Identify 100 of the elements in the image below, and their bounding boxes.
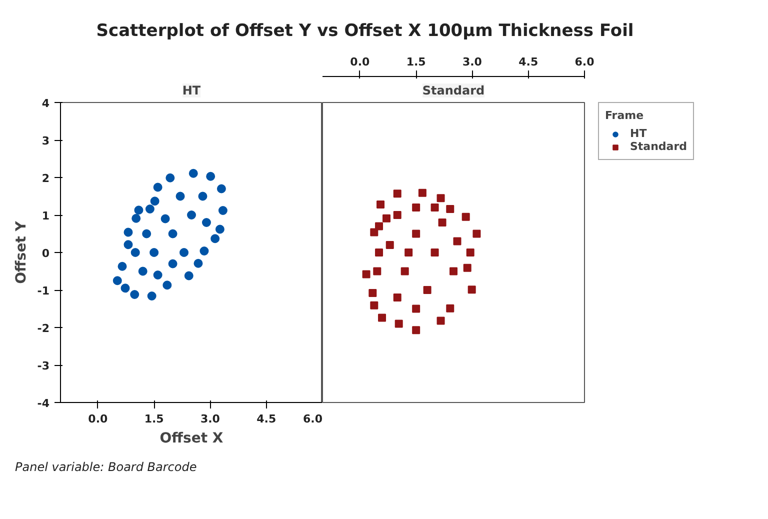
x-tick-label: 6.0	[574, 56, 595, 68]
point	[134, 206, 144, 215]
point	[468, 286, 476, 294]
y-tick-label: -3	[37, 360, 50, 372]
point	[446, 304, 454, 312]
point	[362, 270, 370, 278]
point	[194, 258, 203, 268]
chart-subtitle: Standard	[422, 84, 485, 98]
point	[375, 222, 384, 230]
y-axis-title: Offset Y	[13, 220, 30, 284]
point	[466, 248, 474, 256]
point	[404, 248, 413, 256]
point	[472, 230, 481, 238]
x-tick-label: 0.0	[88, 412, 108, 426]
point	[162, 280, 172, 290]
point	[138, 266, 148, 276]
y-tick-label: -2	[37, 322, 50, 335]
point	[412, 204, 420, 212]
point	[120, 284, 130, 293]
point	[188, 168, 198, 178]
point	[147, 292, 156, 300]
point	[112, 276, 122, 286]
point	[166, 173, 175, 182]
point	[168, 229, 178, 238]
point	[378, 314, 386, 322]
x-tick-label: 3.0	[200, 412, 220, 426]
point	[463, 264, 472, 272]
y-tick-label: 3	[42, 134, 50, 148]
point	[153, 182, 162, 192]
point	[160, 214, 170, 224]
legend-label: Standard	[630, 140, 688, 153]
point	[168, 259, 178, 268]
point	[370, 228, 378, 236]
text: Scatterplot of Offset Y vs Offset X 100µm Thickness Foil	[96, 20, 634, 43]
point	[200, 246, 209, 256]
point	[400, 267, 409, 276]
point	[386, 241, 394, 249]
y-tick-label: -1	[37, 284, 50, 298]
point	[393, 294, 402, 302]
point	[206, 172, 216, 181]
point	[187, 210, 196, 220]
text: Panel variable: Board Barcode	[15, 459, 197, 476]
point	[430, 204, 439, 212]
point	[130, 248, 140, 257]
point	[132, 214, 141, 223]
point	[450, 267, 458, 276]
y-tick-label: 2	[42, 172, 50, 185]
x-tick-label: 4.5	[518, 56, 538, 68]
point	[436, 194, 445, 202]
point	[438, 218, 446, 226]
x-axis-title: Offset X	[160, 430, 224, 446]
y-tick-label: 1	[42, 210, 50, 222]
chart-subtitle: HT	[182, 84, 202, 98]
point	[202, 218, 211, 227]
x-tick-label: 6.0	[303, 412, 323, 426]
point	[412, 230, 420, 238]
point	[412, 326, 420, 334]
x-tick-label: 0.0	[350, 56, 370, 68]
point	[373, 267, 382, 276]
x-tick-label: 1.5	[406, 56, 426, 68]
point	[423, 286, 432, 294]
legend-label: HT	[630, 127, 648, 140]
point	[130, 290, 140, 299]
point	[412, 304, 420, 313]
x-tick-label: 4.5	[256, 412, 276, 426]
point	[446, 205, 454, 213]
point	[142, 229, 152, 238]
point	[453, 237, 462, 246]
point	[393, 190, 402, 198]
point	[393, 211, 402, 219]
point	[218, 206, 228, 215]
x-tick-label: 3.0	[462, 56, 482, 68]
point	[436, 316, 445, 325]
point	[124, 240, 133, 250]
x-tick-label: 1.5	[144, 412, 164, 426]
point	[118, 262, 127, 271]
point	[198, 192, 208, 201]
point	[370, 301, 378, 310]
point	[376, 200, 385, 208]
y-tick-label: 0	[42, 247, 50, 260]
point	[368, 289, 377, 297]
point	[145, 204, 154, 214]
point	[216, 184, 226, 194]
y-tick-label: -4	[37, 397, 50, 410]
point	[462, 212, 470, 221]
point	[382, 214, 391, 222]
point	[153, 270, 162, 280]
point	[210, 234, 220, 244]
point	[150, 196, 160, 206]
point	[180, 248, 189, 257]
point	[215, 224, 224, 234]
legend-title: Frame	[605, 109, 645, 122]
point	[150, 248, 159, 257]
y-tick-label: 4	[42, 97, 50, 110]
point	[176, 192, 185, 201]
point	[430, 248, 439, 256]
point	[394, 320, 403, 328]
point	[184, 271, 194, 280]
point	[418, 188, 426, 197]
point	[124, 228, 133, 237]
